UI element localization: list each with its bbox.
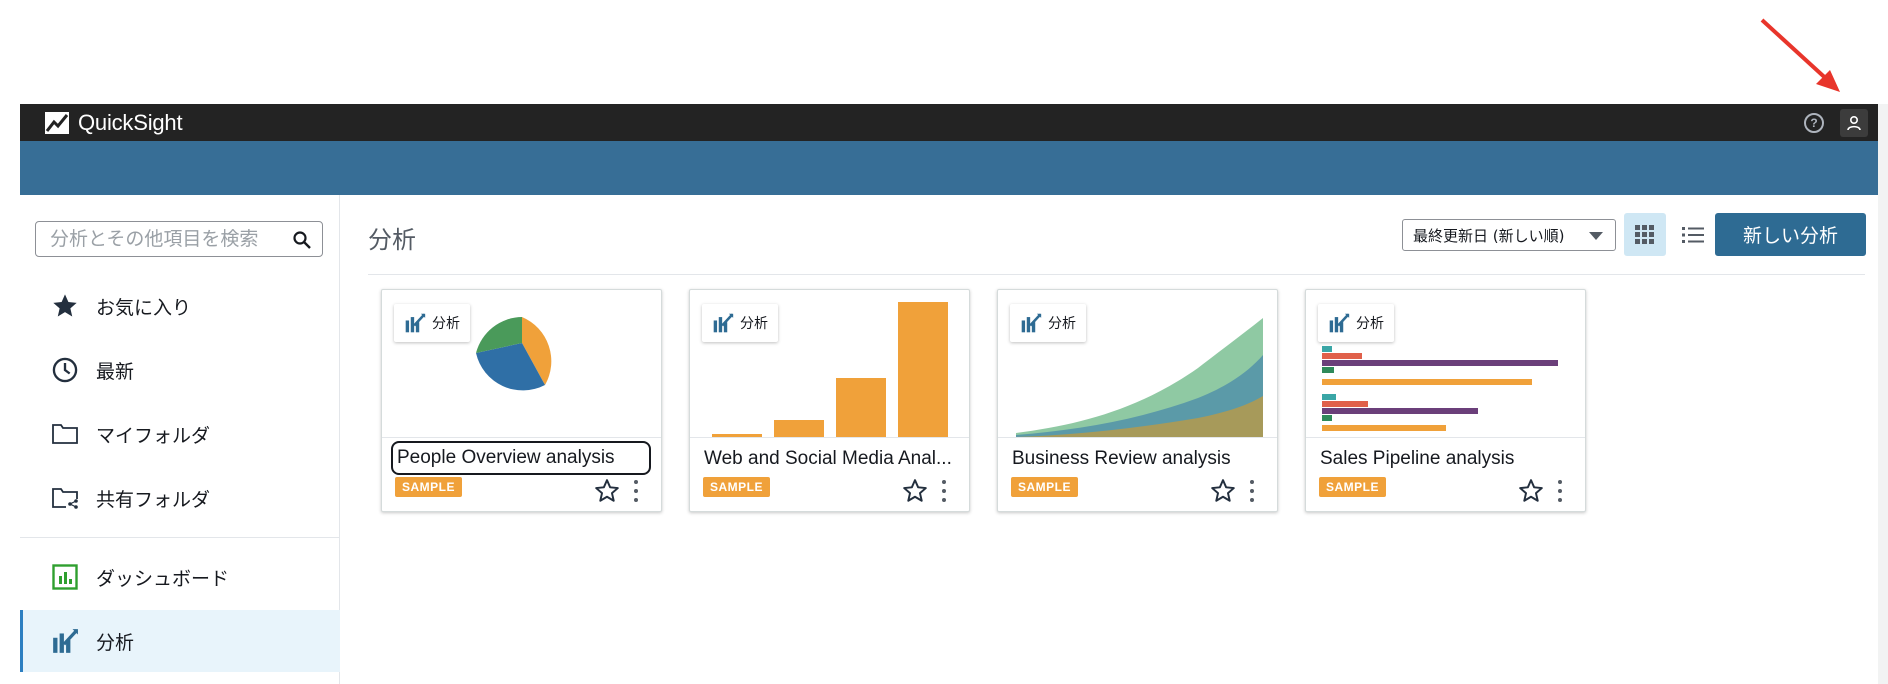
sidebar-item-label: 共有フォルダ [96,488,211,511]
card-badge-label: 分析 [432,316,460,332]
sidebar-item-label: マイフォルダ [96,424,211,447]
quicksight-logo-icon [45,111,69,134]
shared-folder-icon [50,483,80,513]
card-type-badge: 分析 [1010,304,1086,342]
sub-header-bar [20,141,1878,195]
sort-dropdown-value: 最終更新日 (新しい順) [1413,226,1565,245]
favorite-star-icon[interactable] [594,478,620,504]
analysis-icon [405,313,426,333]
bar-thumbnail [712,302,948,437]
sidebar-item-label: 最新 [96,360,135,383]
card-badge-label: 分析 [740,316,768,332]
card-badge-label: 分析 [1356,316,1384,332]
area-thumbnail [1016,318,1263,437]
card-title[interactable]: People Overview analysis [391,441,651,475]
top-navigation-bar: QuickSight ? [20,104,1878,141]
card-thumbnail: 分析 [690,290,969,438]
grid-view-button[interactable] [1624,213,1666,256]
sidebar-item-analyses[interactable]: 分析 [20,610,340,672]
quicksight-logo[interactable]: QuickSight [44,109,183,136]
user-menu-button[interactable] [1840,108,1868,137]
dashboard-icon [50,562,80,592]
favorite-star-icon[interactable] [902,478,928,504]
more-options-icon[interactable] [1246,478,1258,504]
sidebar-item-my-folders[interactable]: マイフォルダ [20,403,340,465]
pie-thumbnail [476,317,552,391]
analysis-icon [713,313,734,333]
card-thumbnail: 分析 [1306,290,1585,438]
card-title[interactable]: Business Review analysis [1012,448,1231,469]
sidebar-item-label: ダッシュボード [96,567,230,590]
grid-icon [1635,224,1654,244]
sample-tag: SAMPLE [395,477,463,497]
analysis-card[interactable]: 分析 Web and Social Media Anal... SAMPLE [689,289,970,512]
header-divider [368,274,1865,275]
help-icon[interactable]: ? [1804,112,1824,133]
page-title: 分析 [368,226,416,254]
card-title[interactable]: Sales Pipeline analysis [1320,448,1515,469]
sidebar-item-recent[interactable]: 最新 [20,339,340,401]
search-input[interactable] [50,228,280,250]
search-icon[interactable] [292,230,312,250]
sort-dropdown[interactable]: 最終更新日 (新しい順) [1402,219,1616,251]
analysis-card[interactable]: 分析 Business Review analysis SAMPLE [997,289,1278,512]
card-type-badge: 分析 [1318,304,1394,342]
folder-icon [50,419,80,449]
more-options-icon[interactable] [938,478,950,504]
analysis-icon [1021,313,1042,333]
app-name: QuickSight [78,109,183,135]
user-icon [1847,115,1861,130]
sidebar-item-dashboards[interactable]: ダッシュボード [20,546,340,608]
analysis-icon [1329,313,1350,333]
analysis-card[interactable]: 分析 People Overview analysis SAMPLE [381,289,662,512]
card-type-badge: 分析 [702,304,778,342]
star-icon [50,291,80,321]
annotation-arrow-icon [1760,18,1840,92]
analysis-card[interactable]: 分析 Sales Pipeline analysis SAMPLE [1305,289,1586,512]
sidebar-item-favorites[interactable]: お気に入り [20,275,340,337]
card-thumbnail: 分析 [998,290,1277,438]
sample-tag: SAMPLE [1319,477,1387,497]
sidebar: お気に入り 最新 マイフォルダ 共有フォルダ ダッシュボード [20,195,340,684]
sidebar-item-label: 分析 [96,631,135,654]
card-type-badge: 分析 [394,304,470,342]
card-thumbnail: 分析 [382,290,661,438]
sidebar-search [35,221,323,257]
favorite-star-icon[interactable] [1518,478,1544,504]
sample-tag: SAMPLE [1011,477,1079,497]
favorite-star-icon[interactable] [1210,478,1236,504]
analysis-icon [50,626,80,656]
sidebar-item-shared-folders[interactable]: 共有フォルダ [20,467,340,529]
hbar-thumbnail [1322,346,1558,431]
chevron-down-icon [1589,232,1603,240]
card-title[interactable]: Web and Social Media Anal... [704,448,952,469]
sample-tag: SAMPLE [703,477,771,497]
list-icon [1682,226,1704,243]
more-options-icon[interactable] [1554,478,1566,504]
page-scroll-edge [1878,104,1888,684]
card-badge-label: 分析 [1048,316,1076,332]
sidebar-item-label: お気に入り [96,296,192,319]
more-options-icon[interactable] [630,478,642,504]
clock-icon [50,355,80,385]
sidebar-divider [20,537,340,538]
new-analysis-button[interactable]: 新しい分析 [1715,213,1866,256]
list-view-button[interactable] [1672,213,1714,256]
